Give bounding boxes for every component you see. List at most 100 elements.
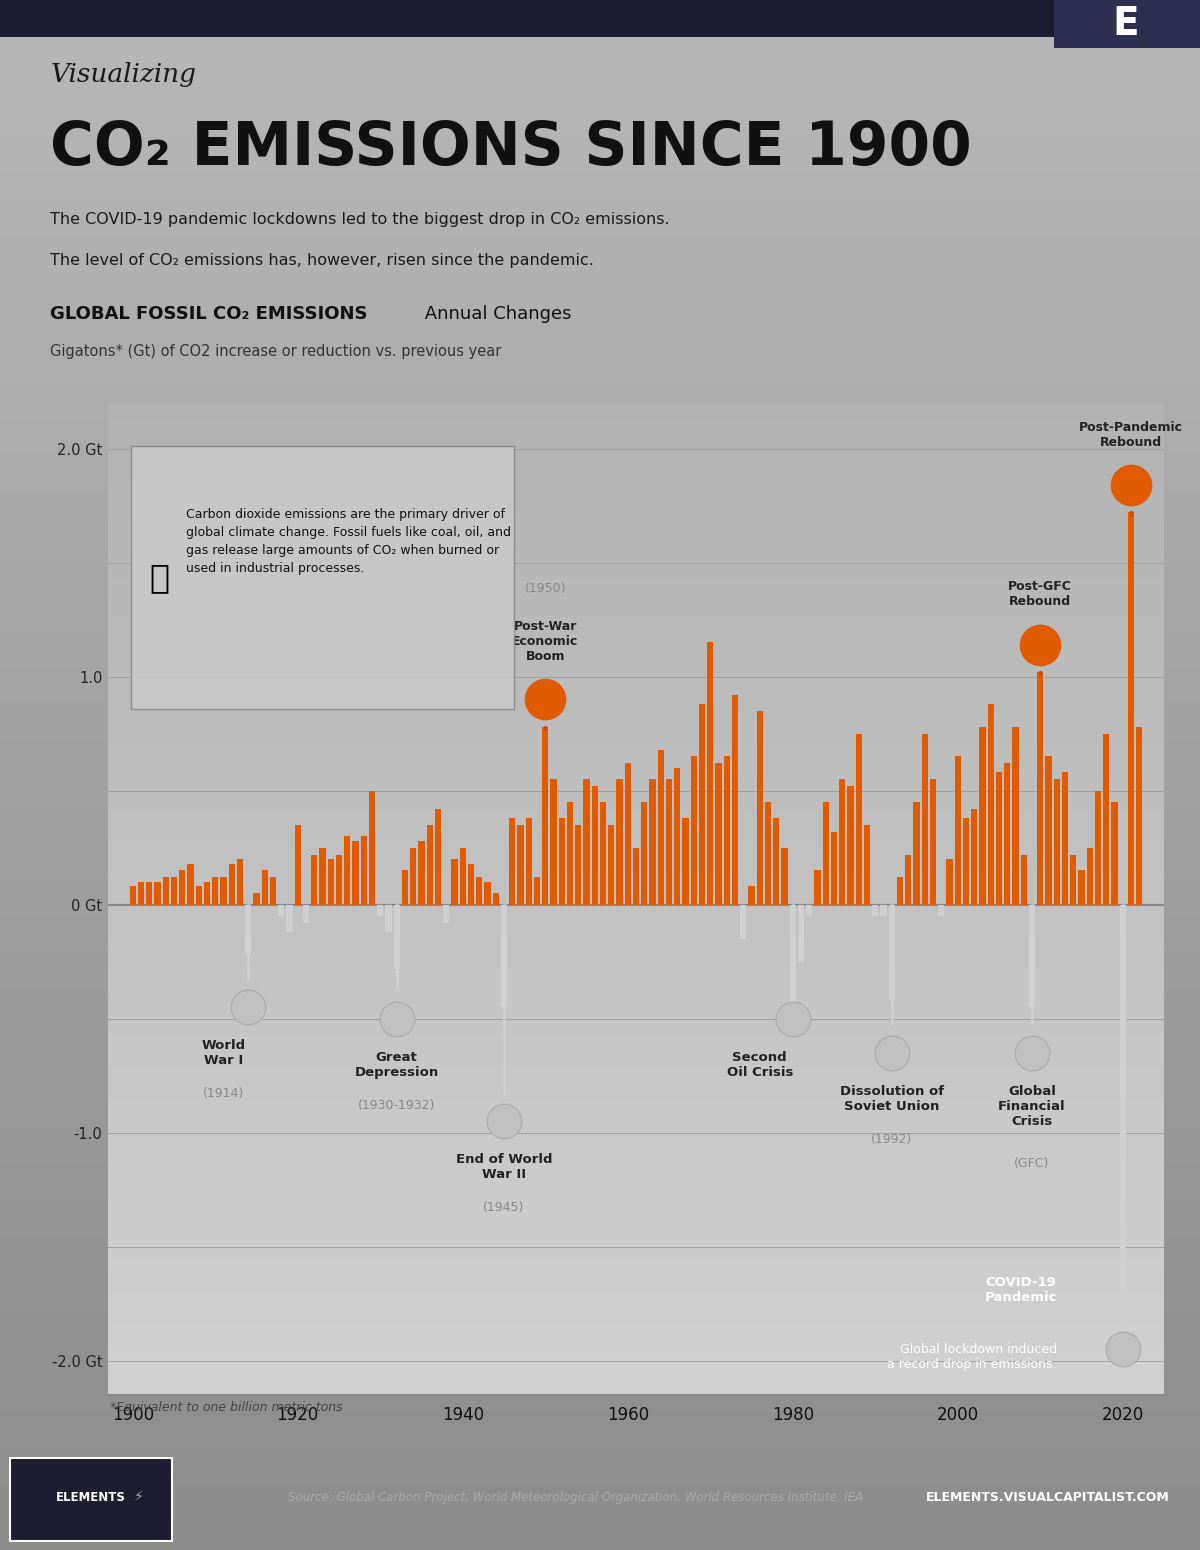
Bar <box>806 905 812 916</box>
Text: (GFC): (GFC) <box>1014 1156 1050 1170</box>
Bar <box>394 905 400 969</box>
Bar <box>756 711 763 905</box>
Bar <box>1004 763 1010 905</box>
Text: Post-Pandemic
Rebound: Post-Pandemic Rebound <box>1079 420 1183 448</box>
Bar <box>344 837 350 905</box>
Bar <box>517 825 523 905</box>
Bar <box>592 786 598 905</box>
Bar <box>534 877 540 905</box>
Bar <box>460 848 466 905</box>
Bar <box>666 780 672 905</box>
Text: Gigatons* (Gt) of CO2 increase or reduction vs. previous year: Gigatons* (Gt) of CO2 increase or reduct… <box>50 344 502 360</box>
Bar <box>608 825 614 905</box>
Text: ELEMENTS: ELEMENTS <box>56 1491 126 1504</box>
Text: COVID-19
Pandemic: COVID-19 Pandemic <box>984 1276 1057 1304</box>
Bar <box>558 818 565 905</box>
Bar <box>1086 848 1093 905</box>
Bar <box>1070 854 1076 905</box>
Text: *Equivalent to one billion metric tons: *Equivalent to one billion metric tons <box>110 1401 343 1414</box>
Text: Great
Depression: Great Depression <box>355 1051 439 1079</box>
Bar <box>781 848 787 905</box>
Bar <box>542 727 548 905</box>
Bar <box>798 905 804 961</box>
Text: World
War I: World War I <box>202 1038 246 1068</box>
Bar <box>930 780 936 905</box>
Bar <box>938 905 944 916</box>
Bar <box>319 848 325 905</box>
Bar <box>715 763 721 905</box>
Text: (1914): (1914) <box>203 1087 244 1100</box>
Bar <box>583 780 589 905</box>
Bar <box>1028 905 1036 1008</box>
Bar <box>130 887 136 905</box>
Bar <box>600 801 606 905</box>
Bar <box>236 859 244 905</box>
FancyBboxPatch shape <box>10 1459 172 1541</box>
Bar <box>179 871 186 905</box>
Bar <box>311 854 318 905</box>
Bar <box>971 809 978 905</box>
Bar <box>847 786 853 905</box>
Text: Carbon dioxide emissions are the primary driver of
global climate change. Fossil: Carbon dioxide emissions are the primary… <box>186 508 511 575</box>
Bar <box>228 863 235 905</box>
Bar <box>262 871 268 905</box>
Bar <box>212 877 218 905</box>
Bar <box>896 877 904 905</box>
Text: Global lockdown induced
a record drop in emissions.: Global lockdown induced a record drop in… <box>887 1342 1057 1370</box>
Bar <box>434 809 442 905</box>
Bar <box>1020 854 1027 905</box>
Bar <box>287 905 293 932</box>
Bar <box>996 772 1002 905</box>
Bar <box>707 642 714 905</box>
Text: ⚡: ⚡ <box>134 1491 144 1505</box>
Bar <box>170 877 178 905</box>
Bar <box>1013 727 1019 905</box>
Bar <box>690 756 697 905</box>
Bar <box>155 882 161 905</box>
Bar <box>485 882 491 905</box>
Bar <box>649 780 655 905</box>
Bar <box>830 832 838 905</box>
Bar <box>1128 513 1134 905</box>
Bar <box>641 801 648 905</box>
Text: 🏭: 🏭 <box>149 561 169 594</box>
Bar <box>1037 673 1044 905</box>
Text: GLOBAL FOSSIL CO₂ EMISSIONS: GLOBAL FOSSIL CO₂ EMISSIONS <box>50 305 368 324</box>
Bar <box>905 854 912 905</box>
Text: Post-GFC
Rebound: Post-GFC Rebound <box>1008 580 1072 608</box>
Bar <box>624 763 631 905</box>
Bar <box>1094 790 1102 905</box>
Bar <box>278 905 284 916</box>
Bar <box>476 877 482 905</box>
Bar <box>146 882 152 905</box>
Text: (1992): (1992) <box>871 1133 912 1145</box>
Bar <box>988 704 994 905</box>
Bar <box>566 801 574 905</box>
Text: Second
Oil Crisis: Second Oil Crisis <box>726 1051 793 1079</box>
Bar <box>162 877 169 905</box>
Bar <box>0 0 1200 37</box>
Text: Post-War
Economic
Boom: Post-War Economic Boom <box>512 620 578 663</box>
Bar <box>1062 772 1068 905</box>
Bar <box>1136 727 1142 905</box>
Bar <box>658 750 664 905</box>
Bar <box>196 887 202 905</box>
Bar <box>773 818 780 905</box>
Bar <box>302 905 310 922</box>
Text: Global
Financial
Crisis: Global Financial Crisis <box>998 1085 1066 1128</box>
Bar <box>187 863 193 905</box>
Text: End of World
War II: End of World War II <box>456 1153 552 1181</box>
Bar <box>888 905 895 1000</box>
Text: (1945): (1945) <box>484 1201 524 1214</box>
Bar <box>954 756 961 905</box>
Bar <box>872 905 878 916</box>
Bar <box>368 790 376 905</box>
Bar <box>385 905 391 932</box>
Text: Visualizing: Visualizing <box>50 62 197 87</box>
Text: Dissolution of
Soviet Union: Dissolution of Soviet Union <box>840 1085 944 1113</box>
Text: Source: Global Carbon Project, World Meteorological Organization, World Resource: Source: Global Carbon Project, World Met… <box>288 1491 864 1504</box>
Text: (1950): (1950) <box>524 581 566 595</box>
Text: ELEMENTS.VISUALCAPITALIST.COM: ELEMENTS.VISUALCAPITALIST.COM <box>926 1491 1170 1504</box>
Bar <box>328 859 334 905</box>
Bar <box>360 837 367 905</box>
